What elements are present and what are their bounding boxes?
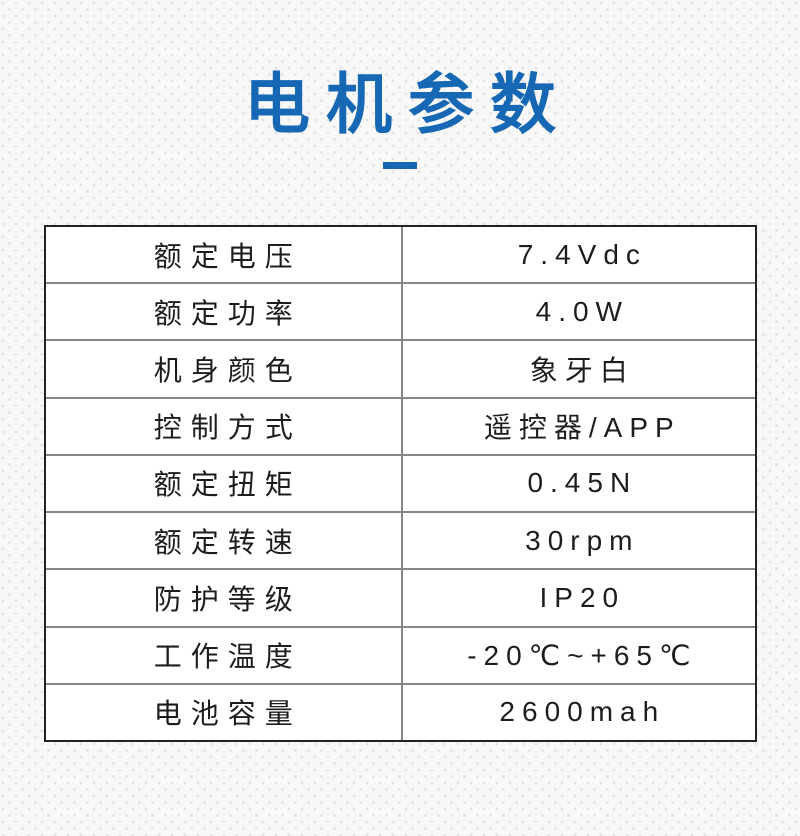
spec-value: 4.0W xyxy=(535,295,629,327)
table-row: 额定转速 30rpm xyxy=(46,511,755,569)
spec-value: 象牙白 xyxy=(529,355,635,387)
spec-value: 2600mah xyxy=(499,696,666,728)
table-row: 额定功率 4.0W xyxy=(46,282,755,340)
spec-label: 电池容量 xyxy=(46,684,403,740)
table-row: 防护等级 IP20 xyxy=(46,568,755,626)
table-row: 电池容量 2600mah xyxy=(46,682,755,740)
page-title: 电机参数 xyxy=(244,67,572,141)
spec-value: IP20 xyxy=(539,581,626,613)
table-row: 额定电压 7.4Vdc xyxy=(46,227,755,283)
spec-value: -20℃~+65℃ xyxy=(467,639,698,671)
table-row: 控制方式 遥控器/APP xyxy=(46,396,755,454)
spec-value: 30rpm xyxy=(525,524,640,556)
spec-label: 额定电压 xyxy=(46,227,403,283)
spec-label: 额定转速 xyxy=(46,513,403,569)
table-row: 机身颜色 象牙白 xyxy=(46,339,755,397)
spec-label: 防护等级 xyxy=(46,570,403,626)
spec-label: 额定功率 xyxy=(46,284,403,340)
spec-value: 0.45N xyxy=(527,467,638,499)
title-underline xyxy=(383,162,417,169)
table-row: 工作温度 -20℃~+65℃ xyxy=(46,625,755,683)
spec-table: 额定电压 7.4Vdc 额定功率 4.0W 机身颜色 象牙白 控制方式 遥控器/… xyxy=(44,225,757,742)
table-row: 额定扭矩 0.45N xyxy=(46,453,755,512)
spec-value: 遥控器/APP xyxy=(483,412,681,444)
spec-label: 额定扭矩 xyxy=(46,455,403,512)
spec-value: 7.4Vdc xyxy=(517,238,647,270)
spec-label: 机身颜色 xyxy=(46,341,403,397)
spec-label: 控制方式 xyxy=(46,398,403,454)
spec-label: 工作温度 xyxy=(46,627,403,683)
